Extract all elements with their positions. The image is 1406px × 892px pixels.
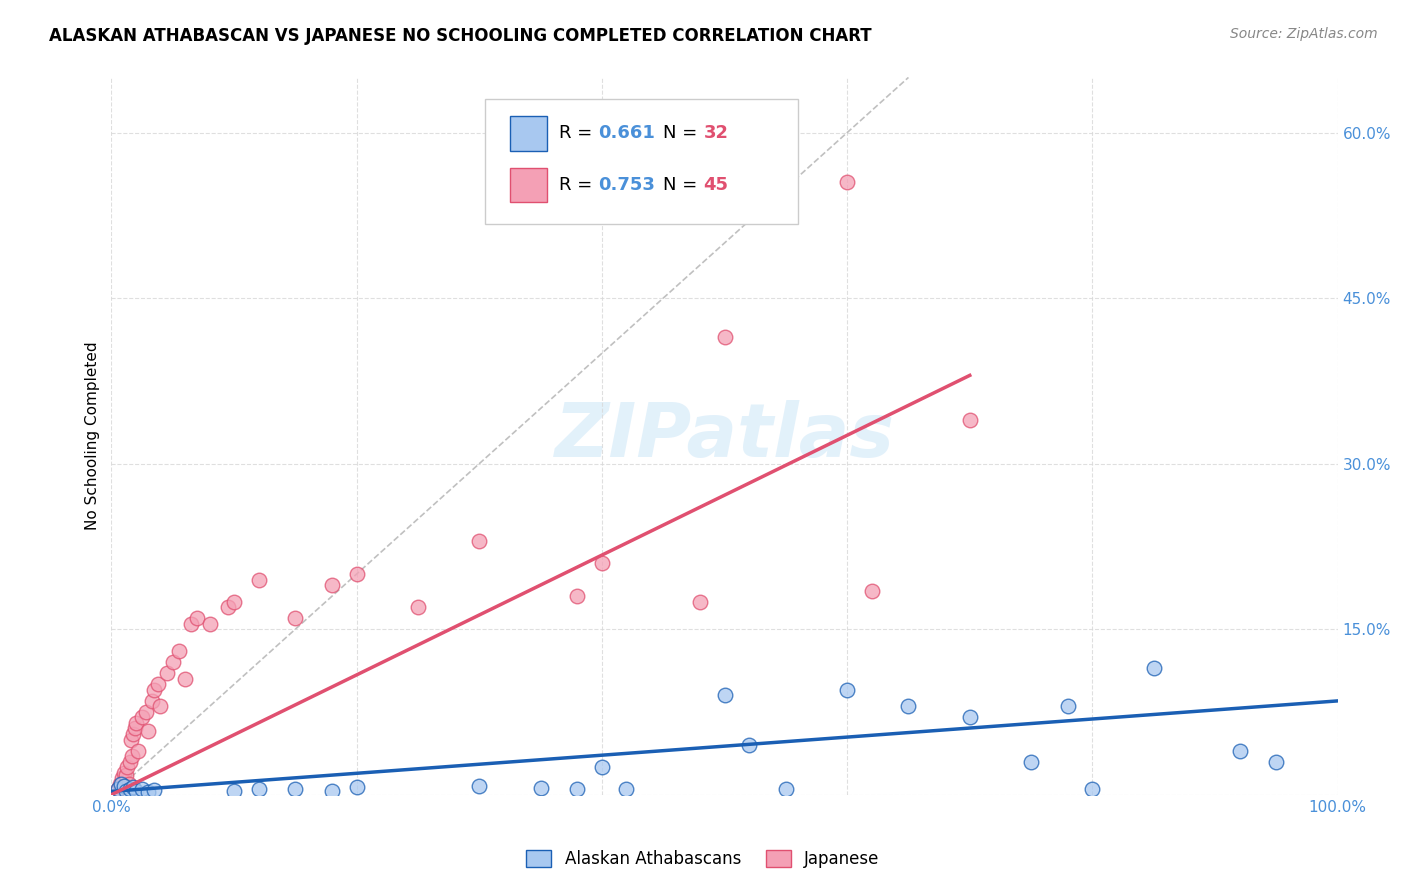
- Point: [689, 594, 711, 608]
- Point: [127, 743, 149, 757]
- Text: N =: N =: [664, 124, 703, 143]
- Point: [284, 782, 307, 797]
- Point: [120, 732, 142, 747]
- Point: [1057, 699, 1080, 714]
- Point: [713, 330, 735, 344]
- Legend: Alaskan Athabascans, Japanese: Alaskan Athabascans, Japanese: [520, 843, 886, 875]
- Point: [591, 556, 613, 570]
- Point: [468, 779, 491, 793]
- Point: [186, 611, 208, 625]
- Point: [136, 785, 159, 799]
- Point: [346, 567, 368, 582]
- Point: [321, 784, 343, 798]
- Point: [567, 589, 589, 603]
- Text: R =: R =: [560, 124, 598, 143]
- Point: [174, 672, 197, 686]
- Point: [149, 699, 172, 714]
- Text: R =: R =: [560, 176, 598, 194]
- Point: [114, 779, 136, 793]
- FancyBboxPatch shape: [510, 116, 547, 151]
- Point: [117, 760, 139, 774]
- Point: [1081, 782, 1104, 797]
- Point: [468, 533, 491, 548]
- Point: [125, 716, 148, 731]
- Point: [136, 723, 159, 738]
- Point: [1143, 661, 1166, 675]
- Point: [122, 727, 145, 741]
- Point: [321, 578, 343, 592]
- FancyBboxPatch shape: [485, 99, 799, 225]
- Point: [897, 699, 920, 714]
- Point: [959, 710, 981, 724]
- Point: [247, 782, 270, 797]
- Point: [107, 782, 129, 797]
- Point: [837, 175, 859, 189]
- Point: [110, 777, 132, 791]
- Point: [117, 777, 139, 791]
- Point: [837, 682, 859, 697]
- Text: ALASKAN ATHABASCAN VS JAPANESE NO SCHOOLING COMPLETED CORRELATION CHART: ALASKAN ATHABASCAN VS JAPANESE NO SCHOOL…: [49, 27, 872, 45]
- Point: [567, 782, 589, 797]
- Point: [346, 780, 368, 794]
- Point: [222, 784, 245, 798]
- Point: [247, 573, 270, 587]
- Point: [222, 594, 245, 608]
- Text: Source: ZipAtlas.com: Source: ZipAtlas.com: [1230, 27, 1378, 41]
- FancyBboxPatch shape: [510, 168, 547, 202]
- Point: [738, 738, 761, 752]
- Point: [162, 655, 184, 669]
- Point: [146, 677, 169, 691]
- Point: [118, 755, 141, 769]
- Y-axis label: No Schooling Completed: No Schooling Completed: [86, 342, 100, 531]
- Point: [180, 616, 202, 631]
- Point: [118, 782, 141, 797]
- Point: [131, 782, 153, 797]
- Point: [125, 784, 148, 798]
- Point: [217, 600, 239, 615]
- Point: [110, 780, 132, 794]
- Point: [131, 710, 153, 724]
- Point: [713, 689, 735, 703]
- Point: [115, 768, 138, 782]
- Point: [121, 749, 143, 764]
- Point: [616, 782, 638, 797]
- Point: [284, 611, 307, 625]
- Point: [143, 783, 166, 797]
- Point: [122, 780, 145, 794]
- Point: [406, 600, 429, 615]
- Point: [167, 644, 190, 658]
- Text: ZIPatlas: ZIPatlas: [554, 400, 894, 473]
- Point: [1265, 755, 1288, 769]
- Point: [1229, 743, 1251, 757]
- Point: [1019, 755, 1042, 769]
- Point: [135, 705, 157, 719]
- Point: [107, 782, 129, 797]
- Point: [775, 782, 797, 797]
- Point: [959, 412, 981, 426]
- Text: N =: N =: [664, 176, 703, 194]
- Point: [108, 777, 131, 791]
- Point: [115, 784, 138, 798]
- Point: [141, 694, 163, 708]
- Point: [155, 666, 177, 681]
- Point: [124, 722, 146, 736]
- Text: 32: 32: [703, 124, 728, 143]
- Point: [112, 779, 135, 793]
- Text: 45: 45: [703, 176, 728, 194]
- Point: [198, 616, 221, 631]
- Text: 0.753: 0.753: [598, 176, 655, 194]
- Point: [112, 765, 135, 780]
- Point: [591, 760, 613, 774]
- Point: [111, 771, 134, 785]
- Point: [860, 583, 883, 598]
- Text: 0.661: 0.661: [598, 124, 655, 143]
- Point: [143, 682, 166, 697]
- Point: [529, 780, 551, 795]
